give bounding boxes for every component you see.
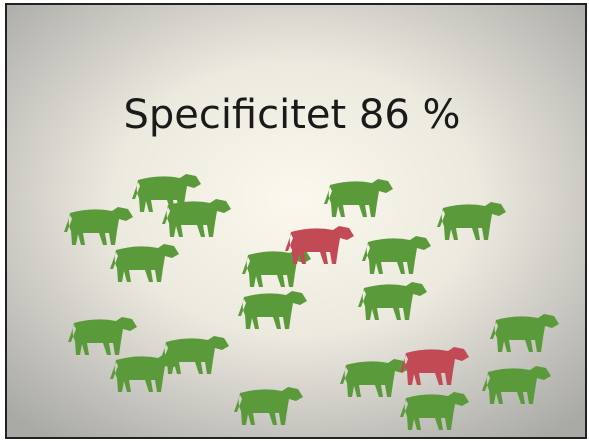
page: Specificitet 86 % (() => { const data = …	[0, 0, 589, 441]
slide-title: Specificitet 86 %	[123, 92, 460, 138]
slide: Specificitet 86 %	[0, 0, 589, 441]
